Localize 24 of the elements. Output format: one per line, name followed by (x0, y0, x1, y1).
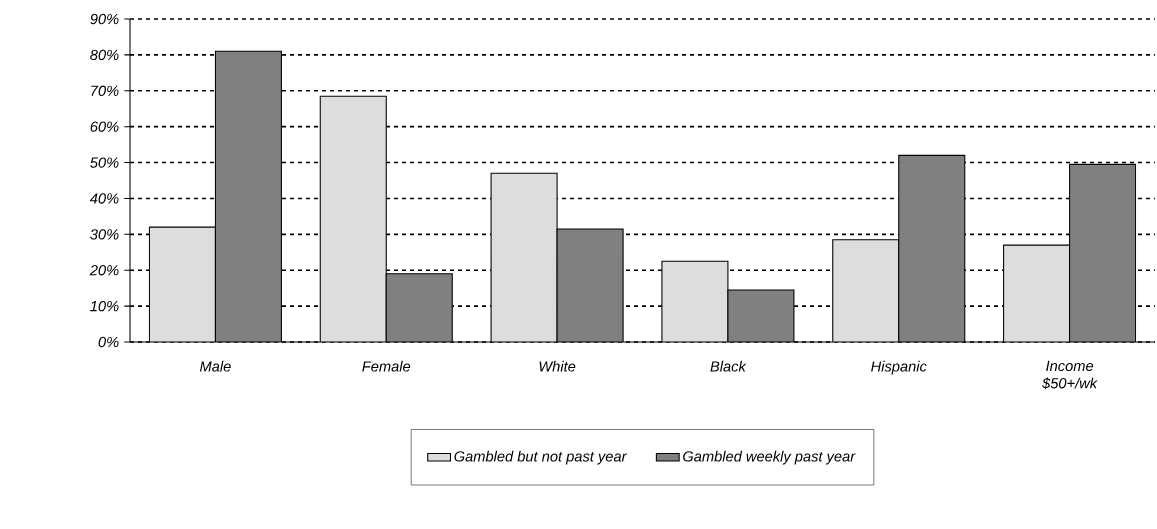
bar (727, 289, 794, 342)
y-tick-label: 50% (90, 157, 119, 168)
y-tick-label: 0% (98, 336, 119, 348)
x-tick-label: Black (710, 360, 747, 372)
y-tick-label: 20% (89, 265, 119, 276)
x-tick-label: Male (199, 360, 231, 372)
y-tick-label: 80% (90, 49, 119, 61)
x-tick-label: Hispanic (871, 360, 927, 375)
y-tick-label: 70% (91, 85, 119, 96)
legend-label: Gambled but not past year (454, 450, 627, 465)
legend-label: Gambled weekly past year (683, 450, 856, 465)
y-tick-label: 10% (90, 300, 119, 312)
bar (1069, 163, 1137, 342)
y-tick-label: 40% (89, 193, 119, 204)
x-tick-label: White (539, 360, 576, 372)
x-tick-label: Income $50+/wk (1041, 360, 1098, 390)
y-tick-label: 90% (90, 13, 119, 25)
bar (215, 51, 282, 342)
x-tick-label: Female (362, 360, 411, 372)
bar (557, 228, 624, 342)
bar (898, 155, 965, 342)
bar (386, 273, 453, 342)
y-tick-label: 30% (90, 229, 119, 240)
y-tick-label: 60% (90, 121, 119, 132)
